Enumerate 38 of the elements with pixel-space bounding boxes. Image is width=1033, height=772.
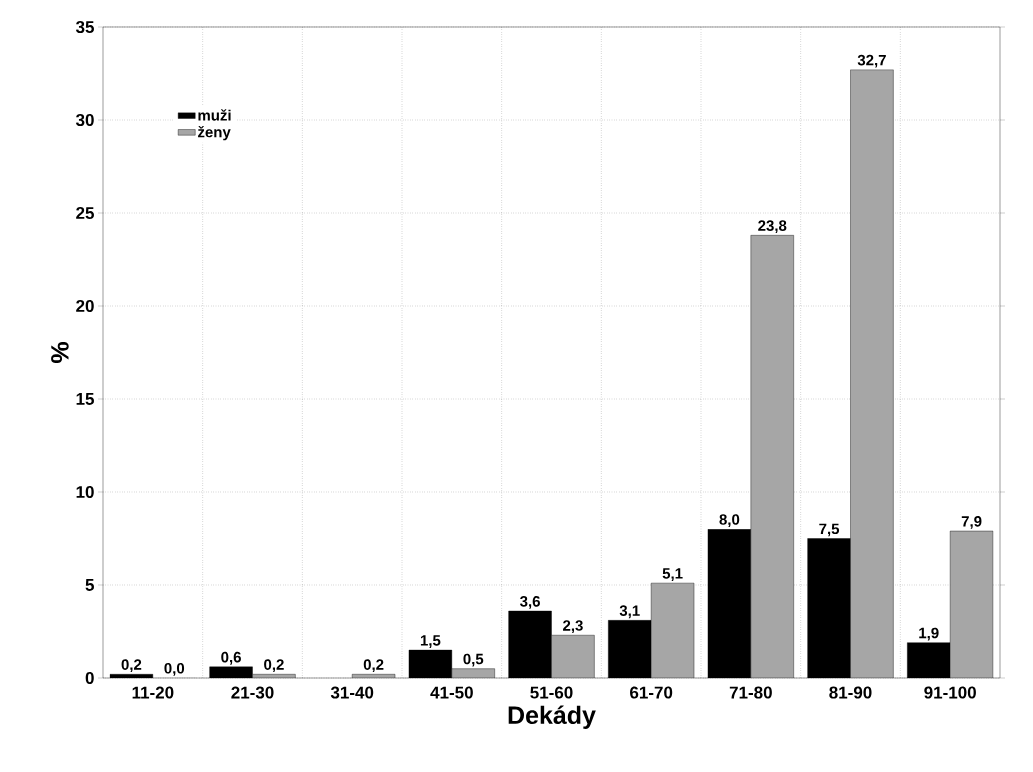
y-tick-label: 25: [76, 206, 94, 220]
y-tick-label: 20: [76, 299, 94, 313]
data-label: 5,1: [662, 568, 683, 581]
y-tick-label: 0: [85, 671, 94, 685]
x-tick-label: 81-90: [829, 686, 872, 699]
data-label: 0,2: [264, 659, 284, 673]
data-label: 7,5: [819, 523, 840, 537]
data-label: 3,1: [619, 605, 640, 619]
data-label: 0,2: [121, 659, 142, 673]
data-label: 2,3: [563, 620, 583, 634]
x-tick-label: 61-70: [630, 686, 673, 699]
data-label: 0,2: [363, 659, 384, 673]
data-label: 0,6: [221, 651, 241, 665]
data-label: 32,7: [857, 54, 886, 68]
y-tick-label: 30: [75, 113, 94, 127]
data-label: 8,0: [719, 514, 740, 527]
y-tick-label: 10: [76, 485, 94, 499]
legend-label: muži: [198, 109, 231, 121]
x-tick-label: 41-50: [430, 686, 473, 699]
x-tick-label: 11-20: [132, 686, 174, 699]
y-tick-label: 15: [76, 393, 94, 405]
x-tick-label: 51-60: [530, 686, 573, 699]
x-tick-label: 21-30: [231, 686, 274, 699]
data-label: 0,5: [463, 653, 484, 667]
x-tick-label: 91-100: [924, 686, 976, 699]
y-axis-title: %: [51, 342, 69, 363]
data-label: 0,0: [164, 663, 185, 676]
y-tick-label: 35: [75, 20, 94, 34]
data-label: 1,9: [919, 627, 939, 641]
x-axis-title: Dekády: [508, 705, 596, 729]
x-tick-label: 31-40: [330, 686, 374, 699]
data-label: 23,8: [758, 220, 787, 234]
y-tick-label: 5: [85, 579, 94, 591]
data-label: 7,9: [961, 516, 982, 529]
x-tick-label: 71-80: [729, 686, 772, 699]
data-label: 1,5: [420, 635, 441, 648]
legend-label: ženy: [198, 126, 231, 141]
data-label: 3,6: [519, 596, 540, 609]
